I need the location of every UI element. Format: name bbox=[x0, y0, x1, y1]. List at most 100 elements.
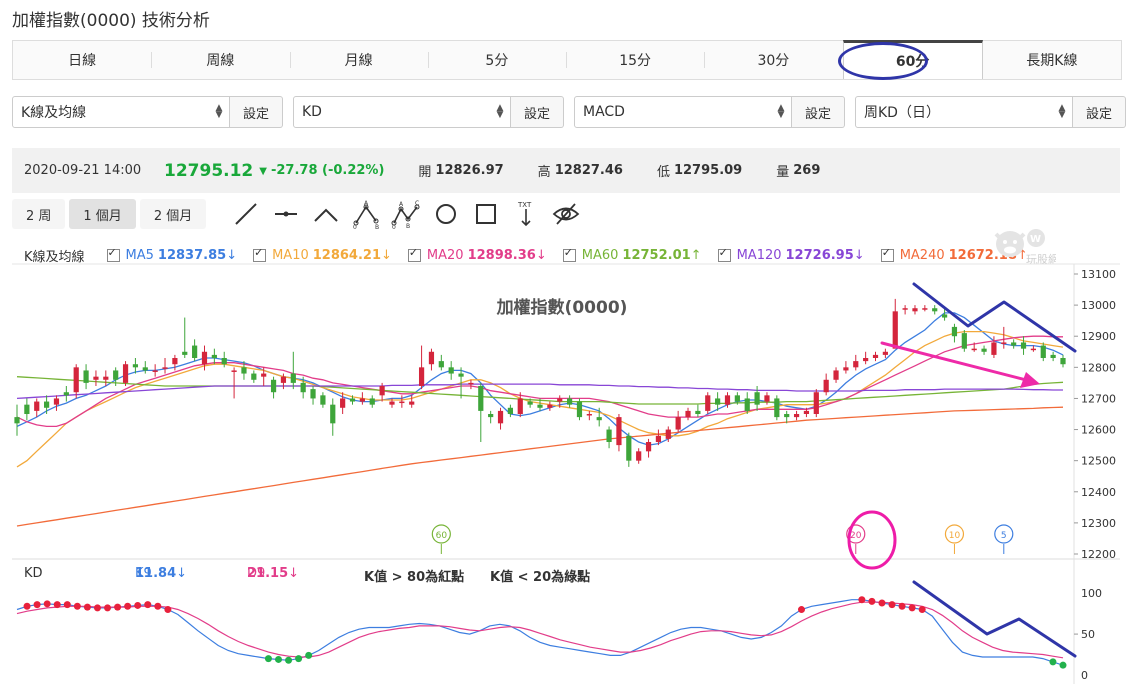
indicator-selectors: K線及均線 ▲ ▼ 設定 KD ▲ ▼ 設定 MACD ▲ ▼ 設定 周KD（日） ▲ ▼ 設定 bbox=[12, 96, 1126, 130]
candle-body bbox=[764, 395, 770, 402]
d9-legend: D9 21.15 ↓ bbox=[247, 566, 299, 581]
candle-body bbox=[320, 395, 326, 405]
candle-body bbox=[113, 370, 119, 380]
tab-3[interactable]: 5分 bbox=[427, 41, 566, 79]
price-tick-label: 12200 bbox=[1081, 548, 1116, 561]
candle-body bbox=[14, 417, 20, 424]
tab-0[interactable]: 日線 bbox=[68, 53, 97, 69]
candle-body bbox=[912, 308, 918, 312]
indicator-select-1[interactable]: KD ▲ ▼ bbox=[293, 96, 511, 128]
candle-body bbox=[359, 398, 365, 402]
indicator-select-value: KD bbox=[302, 104, 322, 120]
checkbox-icon[interactable] bbox=[717, 246, 731, 262]
svg-text:TXT: TXT bbox=[517, 201, 532, 209]
candle-body bbox=[734, 395, 740, 402]
range-button-2[interactable]: 2 個月 bbox=[139, 199, 207, 229]
select-arrows-icon: ▲ ▼ bbox=[777, 103, 785, 120]
indicator-select-value: 周KD（日） bbox=[864, 105, 940, 121]
settings-button-2[interactable]: 設定 bbox=[792, 96, 845, 128]
ma-value: 12837.85 bbox=[157, 247, 227, 263]
kd-oversold-dot bbox=[1049, 658, 1057, 666]
kd-oversold-dot bbox=[285, 656, 293, 664]
candle-body bbox=[586, 414, 592, 416]
checkbox-icon[interactable] bbox=[407, 246, 421, 262]
candle-body bbox=[675, 417, 681, 430]
price-tick-label: 12900 bbox=[1081, 330, 1116, 343]
indicator-select-0[interactable]: K線及均線 ▲ ▼ bbox=[12, 96, 230, 128]
volume-value: 269 bbox=[793, 163, 821, 178]
horizontal-line-tool-icon[interactable] bbox=[266, 199, 306, 229]
tab-2[interactable]: 月線 bbox=[289, 41, 428, 79]
ma-arrow: ↓ bbox=[535, 247, 547, 263]
tab-1[interactable]: 周線 bbox=[151, 41, 289, 79]
indicator-select-2[interactable]: MACD ▲ ▼ bbox=[574, 96, 792, 128]
candle-body bbox=[517, 398, 523, 414]
settings-button-0[interactable]: 設定 bbox=[230, 96, 283, 128]
kd-overbought-dot bbox=[73, 602, 81, 610]
svg-text:A: A bbox=[399, 201, 404, 208]
candle-body bbox=[152, 370, 158, 372]
candle-body bbox=[754, 392, 760, 405]
candle-body bbox=[93, 376, 99, 380]
checkbox-icon[interactable] bbox=[253, 246, 267, 262]
select-arrows-icon: ▲ ▼ bbox=[496, 103, 504, 120]
rectangle-tool-icon[interactable] bbox=[466, 199, 506, 229]
circle-tool-icon[interactable] bbox=[426, 199, 466, 229]
kd-overbought-dot bbox=[154, 602, 162, 610]
candle-body bbox=[418, 367, 425, 386]
tab-7[interactable]: 長期K線 bbox=[1026, 53, 1078, 69]
indicator-select-3[interactable]: 周KD（日） ▲ ▼ bbox=[855, 96, 1073, 128]
checkbox-icon[interactable] bbox=[880, 246, 894, 262]
ma-marker-label: 5 bbox=[1001, 531, 1007, 541]
kd-oversold-dot bbox=[1059, 661, 1067, 669]
hide-drawings-icon[interactable] bbox=[546, 199, 586, 229]
range-button-0[interactable]: 2 周 bbox=[12, 199, 66, 229]
settings-button-3[interactable]: 設定 bbox=[1073, 96, 1126, 128]
candle-body bbox=[774, 398, 780, 418]
candle-body bbox=[103, 376, 109, 380]
candle-body bbox=[488, 414, 494, 418]
ma-name: MA60 bbox=[581, 247, 619, 263]
kd-overbought-dot bbox=[23, 602, 31, 610]
checkbox-icon[interactable] bbox=[562, 246, 576, 262]
candle-body bbox=[961, 333, 967, 349]
candle-body bbox=[468, 382, 474, 385]
ma-name: MA20 bbox=[426, 247, 464, 263]
abcd-pattern-icon[interactable]: A C 0 B bbox=[386, 199, 426, 229]
price-tick-label: 12400 bbox=[1081, 486, 1116, 499]
ma-value: 12752.01 bbox=[622, 247, 691, 263]
ma-name: MA5 bbox=[125, 247, 154, 263]
candle-body bbox=[744, 398, 750, 411]
tab-4[interactable]: 15分 bbox=[566, 41, 704, 79]
d9-arrow: ↓ bbox=[288, 566, 300, 581]
angle-tool-icon[interactable] bbox=[306, 199, 346, 229]
hand-drawn-circle-annotation bbox=[838, 42, 928, 80]
quote-price: 12795.12 bbox=[164, 160, 254, 181]
settings-button-1[interactable]: 設定 bbox=[511, 96, 564, 128]
text-tool-icon[interactable]: TXT bbox=[506, 199, 546, 229]
candle-body bbox=[892, 311, 898, 349]
svg-text:0: 0 bbox=[353, 224, 357, 229]
ma-marker-badge bbox=[431, 524, 451, 544]
kd-overbought-dot bbox=[83, 603, 91, 611]
candle-body bbox=[310, 389, 316, 399]
candle-body bbox=[270, 379, 277, 393]
abc-pattern-icon[interactable]: A 0 B bbox=[346, 199, 386, 229]
open-value: 12826.97 bbox=[435, 163, 504, 178]
volume-label: 量 bbox=[776, 165, 790, 180]
ma-arrow: ↑ bbox=[690, 247, 702, 263]
checkbox-icon[interactable] bbox=[106, 246, 120, 262]
candle-body bbox=[1011, 342, 1017, 346]
kd-overbought-dot bbox=[134, 601, 142, 609]
tab-5[interactable]: 30分 bbox=[704, 41, 842, 79]
svg-text:B: B bbox=[406, 223, 410, 229]
price-tick-label: 12700 bbox=[1081, 392, 1116, 405]
range-button-1[interactable]: 1 個月 bbox=[69, 199, 136, 229]
line-tool-icon[interactable] bbox=[226, 199, 266, 229]
